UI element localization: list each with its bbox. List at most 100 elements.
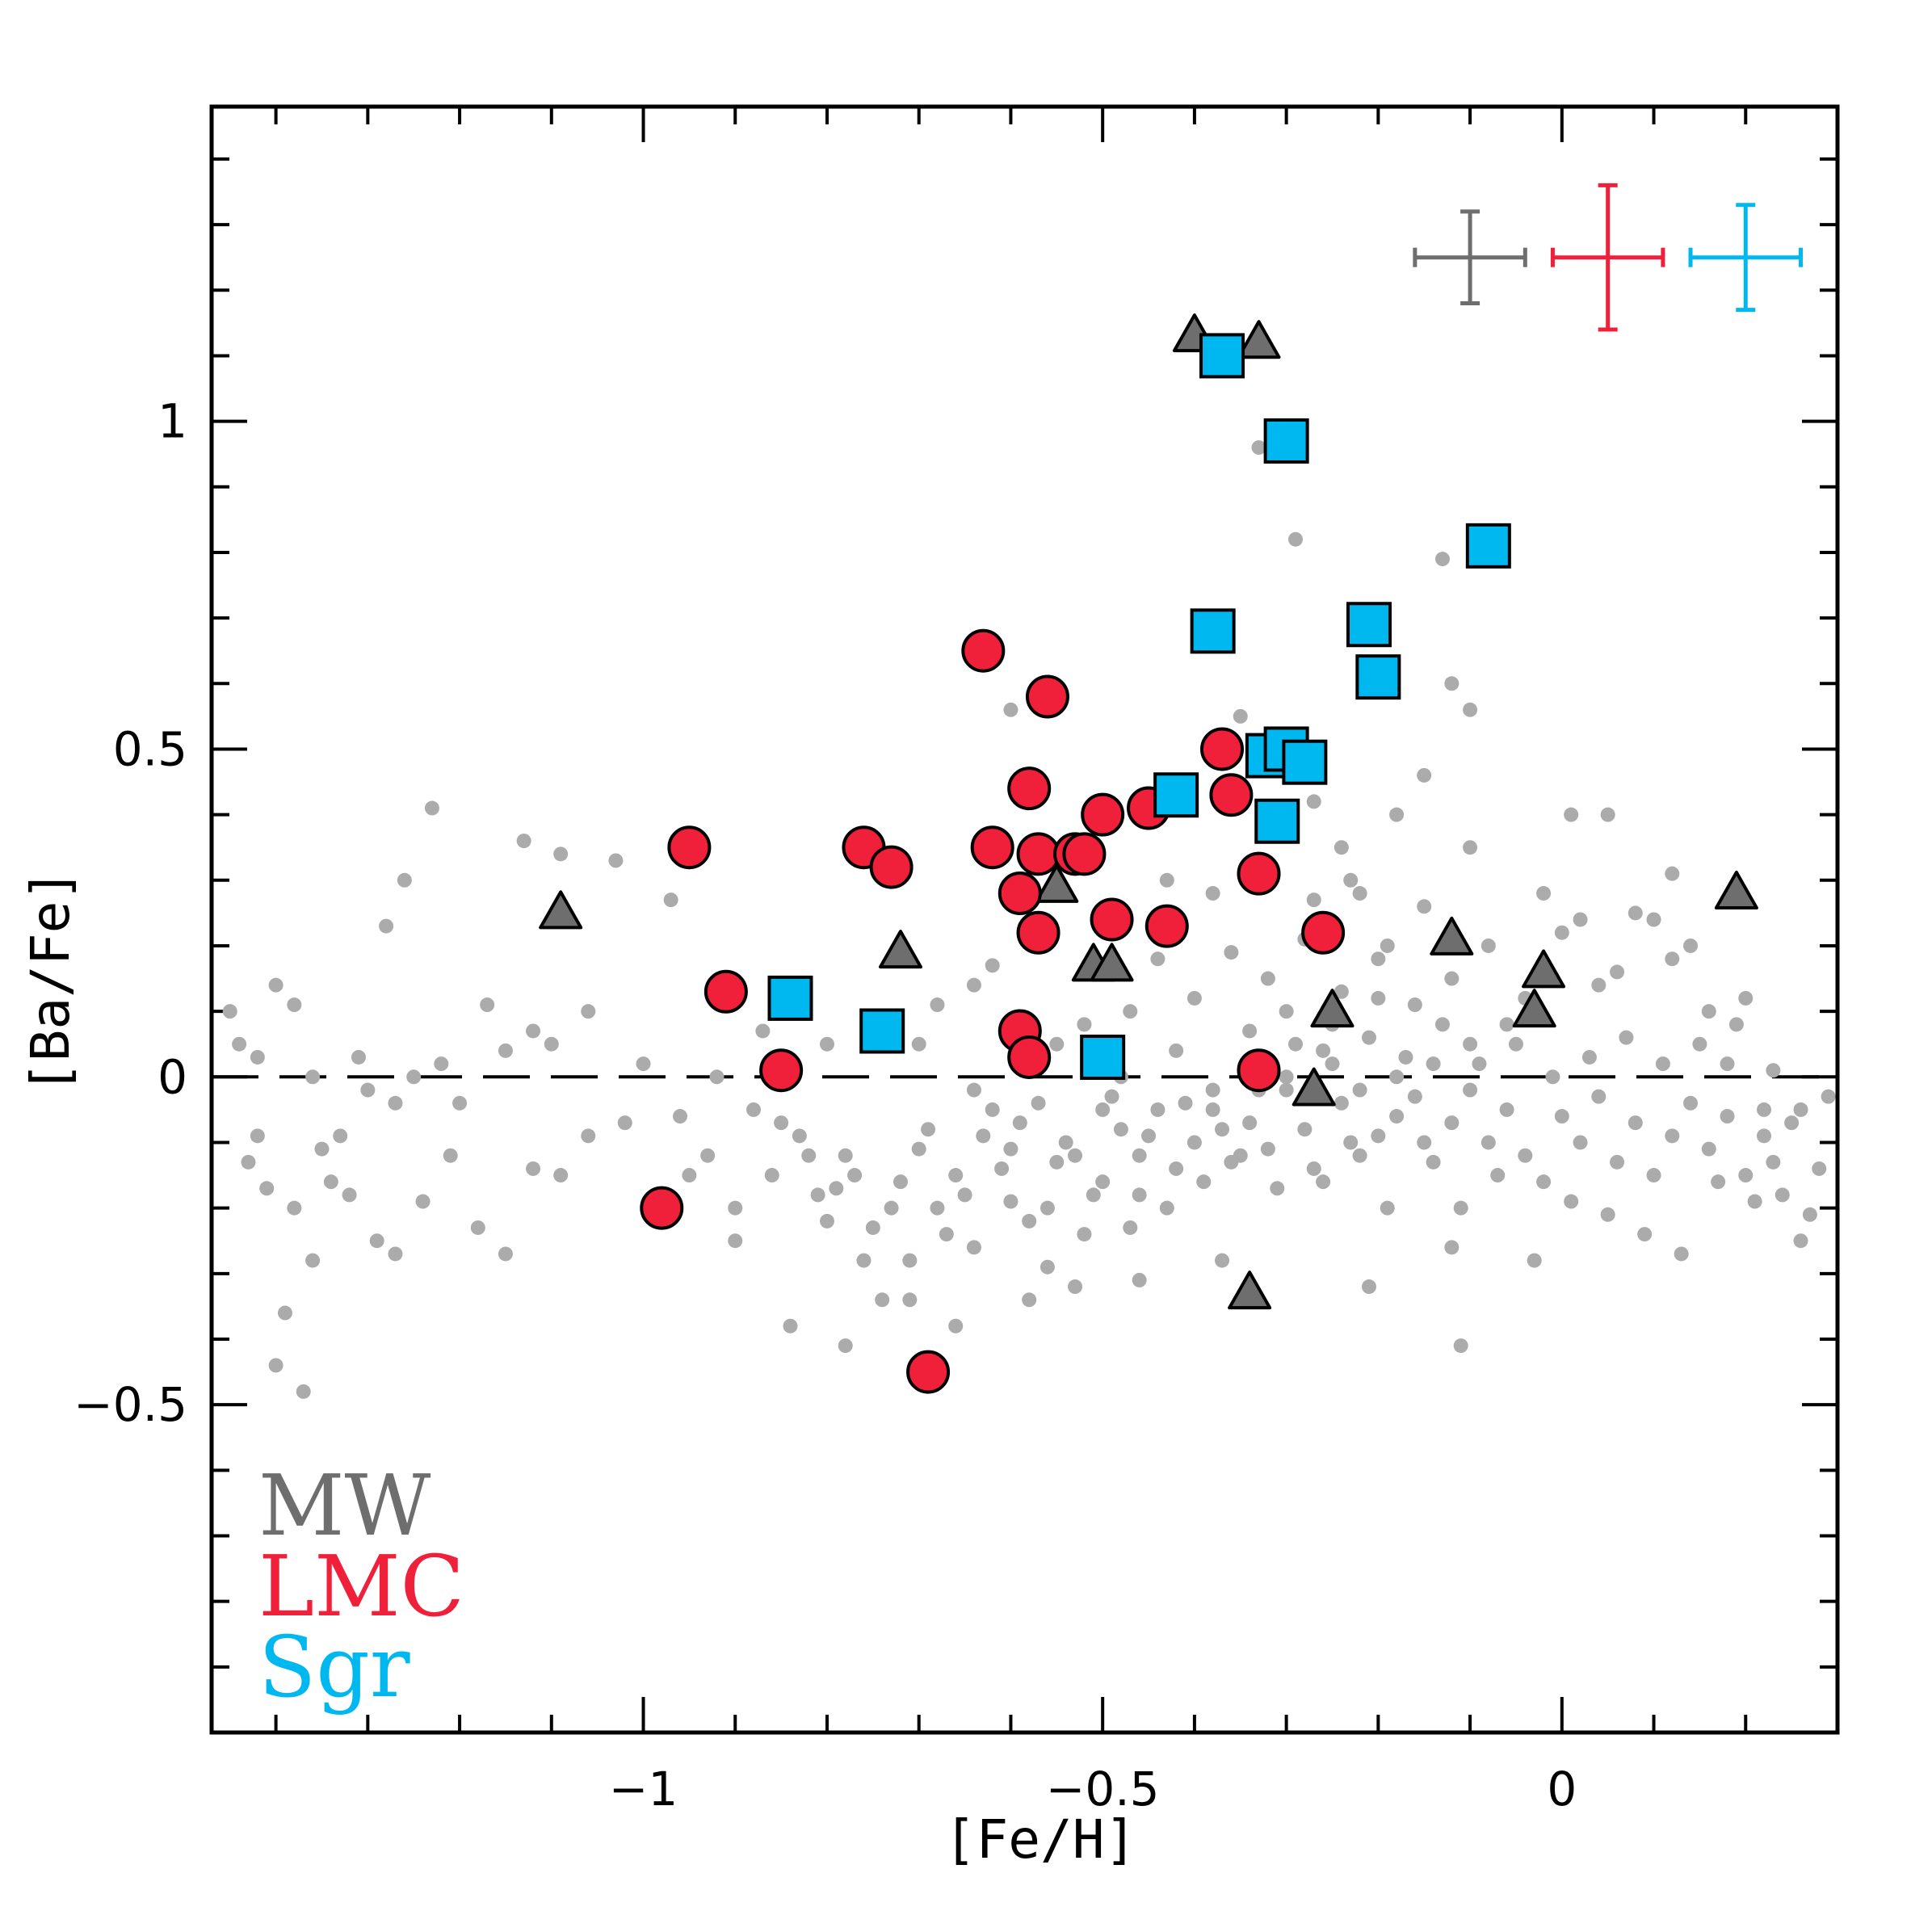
field-star-point xyxy=(305,1069,321,1085)
field-star-point xyxy=(1205,886,1220,901)
field-star-point xyxy=(902,1292,918,1308)
field-star-point xyxy=(1646,1168,1661,1183)
field-star-point xyxy=(1774,1187,1790,1203)
field-star-point xyxy=(526,1023,541,1039)
field-star-point xyxy=(1444,676,1460,691)
field-star-point xyxy=(305,1253,321,1268)
field-star-point xyxy=(911,1036,926,1052)
field-star-point xyxy=(1251,440,1266,456)
field-star-point xyxy=(930,1200,945,1216)
field-star-point xyxy=(617,1115,632,1131)
mw-triangle-point xyxy=(878,930,922,969)
field-star-point xyxy=(810,1187,825,1203)
field-star-point xyxy=(1619,1030,1634,1045)
field-star-point xyxy=(1573,912,1588,927)
field-star-point xyxy=(1334,984,1349,999)
field-star-point xyxy=(1352,886,1367,901)
field-star-point xyxy=(801,1148,817,1163)
field-star-point xyxy=(884,1200,899,1216)
field-star-point xyxy=(1343,1135,1359,1150)
field-star-point xyxy=(1434,1017,1450,1032)
field-star-point xyxy=(1554,925,1569,940)
field-star-point xyxy=(1031,1095,1046,1111)
field-star-point xyxy=(682,1168,697,1183)
field-star-point xyxy=(1499,1017,1514,1032)
sgr-square-point xyxy=(1199,333,1245,379)
field-star-point xyxy=(1518,1148,1533,1163)
field-star-point xyxy=(1334,1095,1349,1111)
field-star-point xyxy=(1701,1141,1716,1157)
field-star-point xyxy=(1463,1036,1478,1052)
field-star-point xyxy=(397,872,412,888)
field-star-point xyxy=(1224,945,1239,960)
field-star-point xyxy=(1564,1194,1579,1209)
mw-triangle-point xyxy=(1714,871,1758,910)
field-star-points xyxy=(222,335,1836,1399)
field-star-point xyxy=(994,1161,1010,1176)
field-star-point xyxy=(1453,1200,1468,1216)
error-bars xyxy=(1413,183,1804,332)
field-star-point xyxy=(1472,1056,1487,1072)
lmc-circle-point xyxy=(869,845,914,889)
field-star-point xyxy=(415,1194,430,1209)
legend-sgr-label: Sgr xyxy=(258,1618,410,1716)
y-axis-title: [Ba/Fe] xyxy=(19,869,82,1094)
field-star-point xyxy=(1600,1207,1615,1222)
x-tick-label: −0.5 xyxy=(1046,1762,1160,1816)
lmc-circle-point xyxy=(704,969,748,1014)
field-star-point xyxy=(1022,1213,1037,1228)
field-star-point xyxy=(1325,1056,1340,1072)
field-star-point xyxy=(939,1227,954,1242)
lmc-circle-point xyxy=(1007,766,1052,811)
sgr-square-point xyxy=(1355,654,1401,700)
field-star-point xyxy=(1610,1154,1625,1170)
field-star-point xyxy=(1058,1135,1073,1150)
field-star-point xyxy=(1022,1292,1037,1308)
field-star-point xyxy=(1306,1161,1321,1176)
field-star-point xyxy=(1132,1187,1147,1203)
field-star-point xyxy=(1306,794,1321,809)
lmc-circle-point xyxy=(1007,1035,1052,1079)
field-star-point xyxy=(1692,1036,1707,1052)
field-star-point xyxy=(1389,807,1405,822)
major-ticks xyxy=(212,107,1838,1732)
field-star-point xyxy=(819,1213,834,1228)
sgr-square-point xyxy=(1465,523,1511,569)
field-star-point xyxy=(1434,552,1450,567)
field-star-point xyxy=(1711,1174,1726,1190)
field-star-point xyxy=(222,1004,237,1019)
field-star-point xyxy=(1545,1069,1560,1085)
field-star-point xyxy=(1757,1102,1772,1117)
field-star-point xyxy=(1095,1174,1111,1190)
lmc-circle-point xyxy=(1209,773,1254,817)
field-star-point xyxy=(1665,866,1680,881)
field-star-point xyxy=(966,1082,981,1098)
field-star-point xyxy=(1683,938,1699,953)
field-star-point xyxy=(985,958,1000,973)
mw-triangle-point xyxy=(1292,1067,1336,1107)
sgr-square-point xyxy=(1282,739,1328,785)
field-star-point xyxy=(1132,1148,1147,1163)
field-star-point xyxy=(1610,964,1625,980)
field-star-point xyxy=(1480,1135,1496,1150)
mw-triangle-point xyxy=(1512,989,1556,1028)
field-star-point xyxy=(1591,977,1606,993)
field-star-point xyxy=(1077,1017,1092,1032)
field-star-point xyxy=(838,1338,853,1354)
lmc-circle-point xyxy=(906,1350,951,1394)
field-star-point xyxy=(498,1246,513,1262)
field-star-point xyxy=(1169,1043,1184,1058)
field-star-point xyxy=(1728,1017,1744,1032)
field-star-point xyxy=(1757,1128,1772,1144)
lmc-circle-point xyxy=(1081,792,1125,837)
y-tick-label: −0.5 xyxy=(74,1377,187,1432)
lmc-circle-point xyxy=(667,825,712,870)
field-star-point xyxy=(277,1305,292,1321)
field-star-point xyxy=(911,1141,926,1157)
lmc-circle-point xyxy=(998,872,1042,916)
field-star-point xyxy=(516,834,531,849)
field-star-point xyxy=(250,1128,265,1144)
field-star-point xyxy=(783,1318,798,1334)
field-star-point xyxy=(1123,1004,1138,1019)
sgr-square-points xyxy=(767,333,1511,1080)
